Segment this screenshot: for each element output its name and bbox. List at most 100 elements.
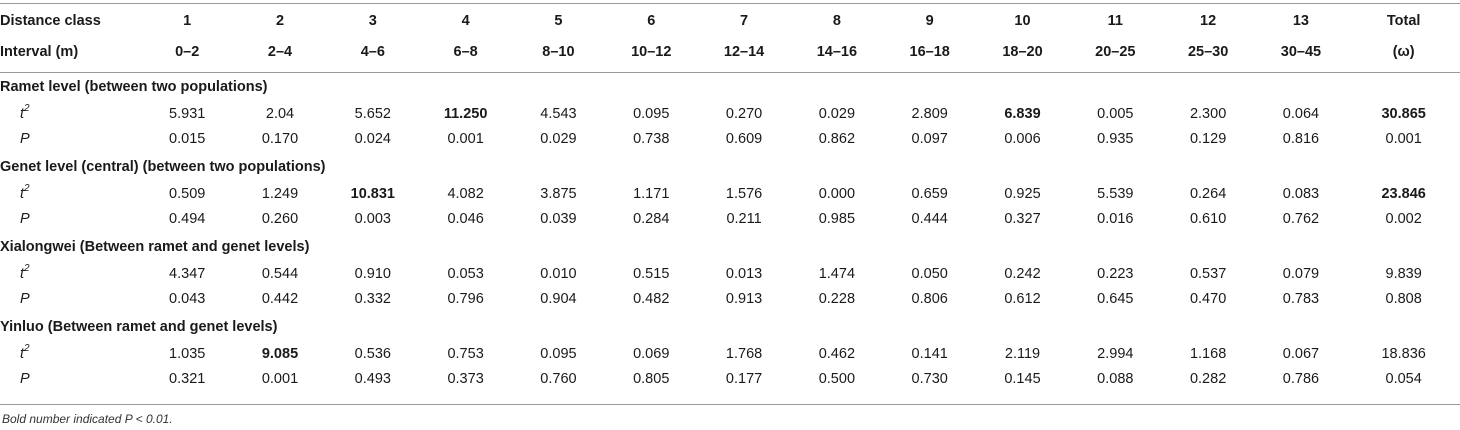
header-cell: 16–18 [909,44,950,60]
p-value: 0.913 [725,291,763,307]
t2-value: 11.250 [443,106,488,122]
t2-value: 23.846 [1381,186,1426,202]
p-row: P 0.321 0.001 0.493 0.373 0.760 0.805 0.177 0.50… [0,367,1460,392]
p-value: 0.088 [1097,371,1134,387]
t-symbol: t [20,266,25,282]
header-cell: 4 [461,13,470,29]
p-value: 0.001 [1385,131,1422,147]
t2-value: 0.925 [1004,186,1041,202]
t2-value: 0.095 [633,106,670,122]
t2-value: 0.223 [1097,266,1134,282]
p-value: 0.862 [818,131,856,147]
t-symbol: t [20,346,25,362]
p-value: 0.327 [1004,211,1041,227]
header-cell: 10–12 [631,44,672,60]
p-value: 0.260 [261,211,299,227]
p-value: 0.006 [1004,131,1041,147]
p-label: P [20,211,30,227]
p-value: 0.786 [1282,371,1320,387]
p-value: 0.228 [818,291,856,307]
t2-label: t2 [0,342,141,367]
t2-value: 0.462 [818,346,856,362]
p-value: 0.985 [818,211,856,227]
p-value: 0.043 [169,291,206,307]
p-value: 0.001 [261,371,299,387]
section-title: Ramet level (between two populations) [0,79,268,95]
t2-value: 4.347 [169,266,206,282]
t-superscript: 2 [24,103,30,115]
t2-value: 0.141 [911,346,948,362]
t-superscript: 2 [24,263,30,275]
t2-value: 2.300 [1189,106,1227,122]
t-symbol: t [20,106,25,122]
p-value: 0.001 [447,131,484,147]
p-value: 0.145 [1004,371,1041,387]
p-value: 0.609 [725,131,763,147]
t2-value: 30.865 [1381,106,1426,122]
p-row: P 0.043 0.442 0.332 0.796 0.904 0.482 0.913 0.22… [0,287,1460,312]
p-value: 0.015 [169,131,206,147]
p-value: 0.808 [1385,291,1422,307]
p-value: 0.211 [726,211,762,227]
p-value: 0.282 [1189,371,1227,387]
p-value: 0.097 [911,131,948,147]
results-table: Distance class 1 2 3 4 5 6 7 8 9 10 11 1… [0,4,1460,392]
t2-row: t2 1.035 9.085 0.536 0.753 0.095 0.069 1.768 0.4… [0,342,1460,367]
p-label: P [20,131,30,147]
p-value: 0.321 [169,371,206,387]
p-row: P 0.015 0.170 0.024 0.001 0.029 0.738 0.609 0.86… [0,127,1460,152]
p-value: 0.612 [1004,291,1041,307]
t2-value: 9.839 [1385,266,1422,282]
t2-value: 0.069 [633,346,670,362]
t2-value: 5.539 [1097,186,1134,202]
t2-value: 1.249 [261,186,299,202]
header-cell: 8–10 [542,44,575,60]
p-value: 0.442 [261,291,299,307]
t2-value: 4.543 [540,106,577,122]
t2-label: t2 [0,182,141,207]
t2-value: 2.809 [911,106,948,122]
header-cell: 30–45 [1280,44,1322,60]
p-value: 0.482 [633,291,670,307]
p-value: 0.373 [447,371,484,387]
t2-value: 0.064 [1282,106,1320,122]
header-cell: (ω) [1392,44,1415,60]
p-value: 0.610 [1189,211,1227,227]
header-cell: 18–20 [1002,44,1043,60]
header-cell: Total [1386,13,1421,29]
t2-value: 2.994 [1097,346,1134,362]
p-value: 0.129 [1189,131,1227,147]
t2-value: 1.576 [725,186,763,202]
p-label: P [20,371,30,387]
p-value: 0.494 [169,211,206,227]
header-cell: 3 [368,13,377,29]
t2-value: 0.010 [540,266,577,282]
t2-value: 18.836 [1381,346,1426,362]
header-cell: 12–14 [723,44,765,60]
p-label: P [20,291,30,307]
p-value: 0.444 [911,211,948,227]
header-row-distance-class: Distance class 1 2 3 4 5 6 7 8 9 10 11 1… [0,4,1460,38]
header-cell: 0–2 [175,44,200,60]
t2-value: 0.005 [1097,106,1134,122]
p-value: 0.760 [540,371,577,387]
header-cell: 6–8 [453,44,478,60]
t2-value: 3.875 [540,186,577,202]
header-cell: 12 [1200,13,1217,29]
t2-value: 5.652 [354,106,391,122]
header-cell: 7 [740,13,749,29]
t2-value: 0.753 [447,346,484,362]
p-value: 0.493 [354,371,391,387]
p-value: 0.332 [354,291,391,307]
t2-value: 0.536 [354,346,391,362]
p-value: 0.783 [1282,291,1320,307]
p-value: 0.816 [1282,131,1320,147]
t-superscript: 2 [24,183,30,195]
p-value: 0.024 [354,131,391,147]
t2-value: 4.082 [447,186,484,202]
t2-value: 0.013 [725,266,763,282]
t-superscript: 2 [24,343,30,355]
header-cell: 6 [647,13,656,29]
section-title: Yinluo (Between ramet and genet levels) [0,319,278,335]
t2-row: t2 4.347 0.544 0.910 0.053 0.010 0.515 0.013 1.4… [0,262,1460,287]
